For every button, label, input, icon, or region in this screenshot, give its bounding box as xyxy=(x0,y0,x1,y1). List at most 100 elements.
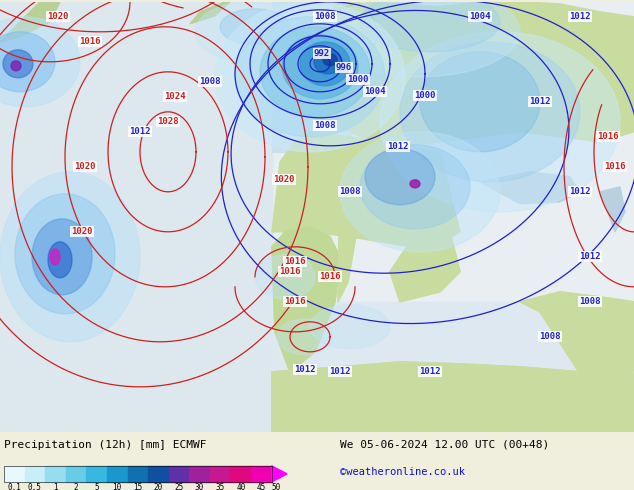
Polygon shape xyxy=(0,2,60,42)
Text: 1: 1 xyxy=(53,484,58,490)
Polygon shape xyxy=(272,302,634,432)
Polygon shape xyxy=(338,167,365,302)
Bar xyxy=(127,466,148,482)
Text: 1020: 1020 xyxy=(71,227,93,236)
Text: 1016: 1016 xyxy=(284,257,306,267)
Text: 1020: 1020 xyxy=(48,12,68,22)
Ellipse shape xyxy=(400,42,580,182)
Ellipse shape xyxy=(340,132,500,252)
Polygon shape xyxy=(190,2,230,24)
Text: 1020: 1020 xyxy=(273,175,295,184)
Polygon shape xyxy=(315,2,380,57)
Text: 992: 992 xyxy=(314,49,330,58)
Bar xyxy=(190,466,210,482)
Ellipse shape xyxy=(323,54,337,66)
Text: 35: 35 xyxy=(216,484,225,490)
Ellipse shape xyxy=(50,249,60,265)
Text: 1016: 1016 xyxy=(320,272,340,281)
Ellipse shape xyxy=(32,219,92,295)
Text: 1012: 1012 xyxy=(579,252,601,261)
Polygon shape xyxy=(390,212,460,302)
Ellipse shape xyxy=(314,50,342,74)
Ellipse shape xyxy=(0,17,80,107)
Polygon shape xyxy=(600,187,625,232)
Text: Precipitation (12h) [mm] ECMWF: Precipitation (12h) [mm] ECMWF xyxy=(4,440,207,450)
Text: 1008: 1008 xyxy=(339,187,361,196)
Text: 1028: 1028 xyxy=(157,117,179,126)
Bar xyxy=(86,466,107,482)
Ellipse shape xyxy=(48,242,72,278)
Ellipse shape xyxy=(300,42,350,86)
Polygon shape xyxy=(272,227,340,372)
Text: 50: 50 xyxy=(271,484,280,490)
Polygon shape xyxy=(480,172,580,204)
Bar xyxy=(272,2,352,152)
Text: 5: 5 xyxy=(94,484,99,490)
Ellipse shape xyxy=(360,145,470,229)
Text: We 05-06-2024 12.00 UTC (00+48): We 05-06-2024 12.00 UTC (00+48) xyxy=(340,440,549,450)
Polygon shape xyxy=(338,167,365,302)
Text: 1012: 1012 xyxy=(387,142,409,151)
Text: 1024: 1024 xyxy=(164,92,186,101)
Ellipse shape xyxy=(282,35,358,99)
Ellipse shape xyxy=(0,172,140,342)
Text: 2: 2 xyxy=(74,484,79,490)
Bar xyxy=(169,466,190,482)
Text: 1000: 1000 xyxy=(414,91,436,100)
Text: 1000: 1000 xyxy=(347,75,369,84)
Polygon shape xyxy=(520,292,634,374)
Polygon shape xyxy=(272,172,340,232)
Ellipse shape xyxy=(420,52,540,152)
Ellipse shape xyxy=(15,194,115,314)
Ellipse shape xyxy=(410,180,420,188)
Bar xyxy=(107,466,127,482)
Polygon shape xyxy=(271,466,287,482)
Text: 1008: 1008 xyxy=(199,77,221,86)
Ellipse shape xyxy=(365,149,435,205)
Text: ©weatheronline.co.uk: ©weatheronline.co.uk xyxy=(340,467,465,477)
Ellipse shape xyxy=(195,2,305,62)
Polygon shape xyxy=(272,362,634,432)
Text: 0.5: 0.5 xyxy=(28,484,42,490)
Text: 1012: 1012 xyxy=(529,98,551,106)
Bar xyxy=(210,466,231,482)
Bar xyxy=(231,466,251,482)
Polygon shape xyxy=(520,292,634,374)
Text: 1004: 1004 xyxy=(365,87,385,97)
Polygon shape xyxy=(272,362,634,432)
Text: 1012: 1012 xyxy=(569,187,591,196)
Text: 1004: 1004 xyxy=(469,12,491,22)
Text: 1008: 1008 xyxy=(540,332,560,342)
Text: 996: 996 xyxy=(336,63,352,73)
Text: 1012: 1012 xyxy=(129,127,151,136)
Text: 10: 10 xyxy=(113,484,122,490)
Text: 1016: 1016 xyxy=(284,297,306,306)
Ellipse shape xyxy=(380,32,620,212)
Polygon shape xyxy=(266,54,278,72)
Text: 1020: 1020 xyxy=(74,162,96,171)
Bar xyxy=(45,466,66,482)
Text: 20: 20 xyxy=(154,484,163,490)
Text: 1012: 1012 xyxy=(294,366,316,374)
Text: 1016: 1016 xyxy=(604,162,626,171)
Text: 40: 40 xyxy=(236,484,245,490)
Text: 1008: 1008 xyxy=(314,12,336,22)
Polygon shape xyxy=(310,2,634,147)
Text: 45: 45 xyxy=(257,484,266,490)
Ellipse shape xyxy=(215,2,405,152)
Bar xyxy=(25,466,45,482)
Ellipse shape xyxy=(220,9,290,45)
Bar xyxy=(251,466,271,482)
Ellipse shape xyxy=(3,50,33,78)
Text: 0.1: 0.1 xyxy=(8,484,21,490)
Polygon shape xyxy=(390,212,460,302)
Text: 1012: 1012 xyxy=(569,12,591,22)
Bar xyxy=(4,466,271,482)
Text: 1012: 1012 xyxy=(419,368,441,376)
Ellipse shape xyxy=(0,32,55,92)
Polygon shape xyxy=(275,32,310,87)
Polygon shape xyxy=(272,132,460,247)
Bar xyxy=(66,466,86,482)
Bar xyxy=(0,2,272,432)
Polygon shape xyxy=(315,52,330,70)
